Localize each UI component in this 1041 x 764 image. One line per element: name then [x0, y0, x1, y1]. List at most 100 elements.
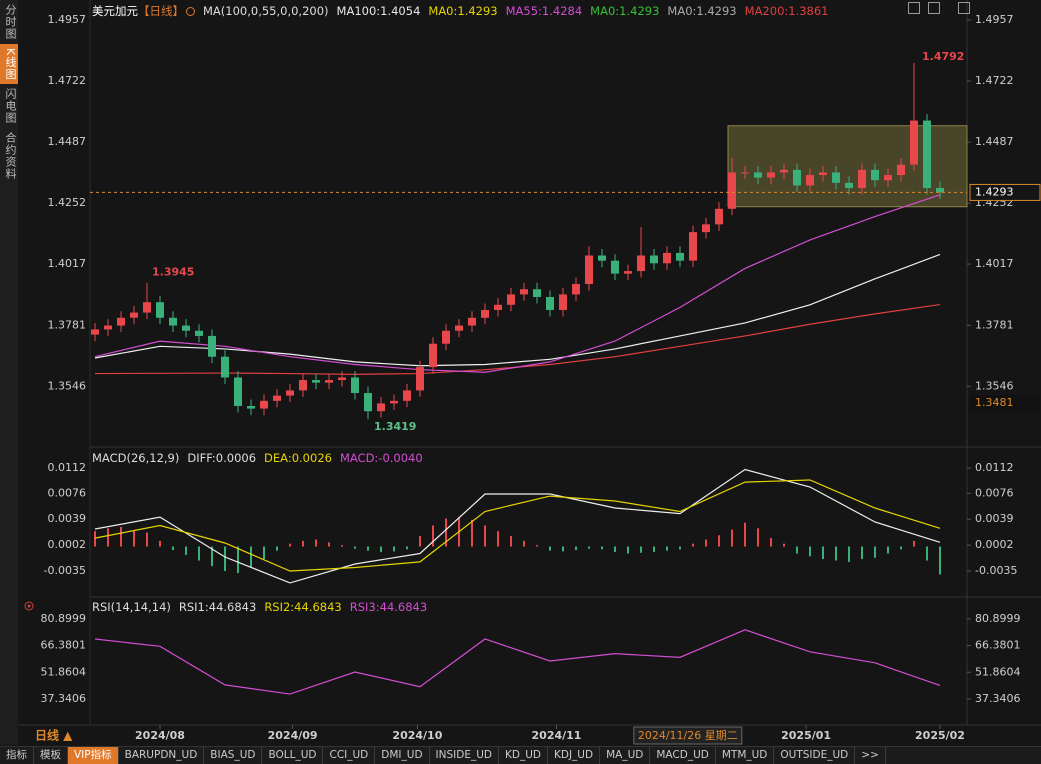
- y-tick-label: 51.8604: [975, 665, 1021, 678]
- window-icon[interactable]: [958, 2, 970, 14]
- macd-bar: [94, 531, 96, 547]
- y-tick-label: 1.3546: [48, 379, 87, 392]
- candle-body: [546, 297, 554, 310]
- candle-body: [871, 169, 879, 181]
- toolbar-tab[interactable]: CCI_UD: [323, 747, 376, 764]
- x-tick-label: 2025/01: [781, 729, 831, 742]
- candle-body: [676, 252, 684, 261]
- candle-body: [520, 289, 528, 295]
- macd-bar: [601, 546, 603, 550]
- macd-bar: [354, 546, 356, 549]
- candle-body: [494, 304, 502, 310]
- cursor-label: 2024/11/26 星期二: [638, 729, 738, 742]
- candle-body: [221, 356, 229, 378]
- toolbar-tab[interactable]: INSIDE_UD: [430, 747, 499, 764]
- candle-body: [195, 330, 203, 336]
- macd-bar: [380, 546, 382, 553]
- y-tick-label: 1.4017: [48, 257, 87, 270]
- macd-bar: [666, 546, 668, 551]
- legend-item: MA200:1.3861: [744, 4, 829, 18]
- window-icon[interactable]: [908, 2, 920, 14]
- candle-body: [689, 232, 697, 261]
- candle-body: [533, 289, 541, 298]
- macd-bar: [887, 546, 889, 554]
- chart: 1.4957 1.4957 1.4722 1.4722 1.4487 1.4487 1.42…: [18, 0, 1041, 745]
- macd-bar: [900, 546, 902, 550]
- candle-body: [793, 169, 801, 186]
- y-tick-label: 1.4487: [975, 135, 1014, 148]
- side-tab[interactable]: 合约资料: [4, 132, 17, 181]
- side-tab[interactable]: K线图: [0, 44, 18, 85]
- candle-body: [351, 377, 359, 394]
- candle-body: [754, 172, 762, 178]
- macd-bar: [848, 546, 850, 562]
- cursor-box: [633, 726, 743, 745]
- toolbar-tab[interactable]: MTM_UD: [716, 747, 775, 764]
- y-tick-label: 1.4017: [975, 257, 1014, 270]
- candle-body: [650, 255, 658, 264]
- macd-bar: [302, 540, 304, 547]
- low-label: 1.3419: [374, 420, 416, 433]
- y-tick-label: 0.0002: [48, 538, 87, 551]
- macd-bar: [796, 546, 798, 554]
- macd-bar: [770, 538, 772, 547]
- macd-bar: [120, 526, 122, 547]
- macd-bar: [393, 546, 395, 552]
- candle-body: [468, 317, 476, 326]
- macd-bar: [406, 546, 408, 550]
- macd-bar: [328, 542, 330, 547]
- toolbar-tab[interactable]: DMI_UD: [375, 747, 430, 764]
- side-tab[interactable]: 分时图: [4, 4, 17, 40]
- y-tick-label: 80.8999: [975, 612, 1021, 625]
- y-tick-label: 1.4957: [48, 13, 87, 26]
- macd-bar: [926, 546, 928, 561]
- macd-bar: [237, 546, 239, 574]
- side-tab[interactable]: 闪电图: [4, 88, 17, 125]
- y-tick-label: 0.0076: [48, 486, 87, 499]
- toolbar-tab[interactable]: OUTSIDE_UD: [774, 747, 856, 764]
- macd-bar: [146, 532, 148, 547]
- macd-bar: [835, 546, 837, 561]
- add-icon[interactable]: [186, 6, 195, 16]
- candle-body: [429, 343, 437, 368]
- legend-item: RSI2:44.6843: [264, 600, 342, 614]
- period: 【日线】: [138, 4, 184, 18]
- macd-bar: [484, 525, 486, 547]
- macd-bar: [107, 528, 109, 547]
- toolbar-tab[interactable]: BIAS_UD: [204, 747, 263, 764]
- y-tick-label: 1.4252: [48, 196, 87, 209]
- legend-item: MA0:1.4293: [428, 4, 498, 18]
- candle-body: [338, 377, 346, 381]
- toolbar-tab[interactable]: KDJ_UD: [548, 747, 601, 764]
- candle-body: [273, 395, 281, 401]
- candle-body: [286, 390, 294, 396]
- legend-item: MA0:1.4293: [590, 4, 660, 18]
- rsi-title: RSI(14,14,14): [92, 600, 171, 614]
- toolbar-tab[interactable]: MA_UD: [600, 747, 651, 764]
- macd-bar: [159, 540, 161, 547]
- rsi-legend: RSI(14,14,14) RSI1:44.6843 RSI2:44.6843 RS…: [92, 600, 427, 614]
- rsi-icon: [24, 601, 34, 611]
- toolbar-tab[interactable]: >>: [855, 747, 886, 764]
- toolbar-tab[interactable]: 模板: [34, 747, 68, 764]
- candle-body: [637, 255, 645, 272]
- high-label: 1.4792: [922, 50, 964, 63]
- y-tick-label: 80.8999: [41, 612, 87, 625]
- candle-body: [299, 380, 307, 391]
- toolbar-tab[interactable]: KD_UD: [499, 747, 548, 764]
- toolbar-tab[interactable]: VIP指标: [68, 747, 119, 764]
- macd-bar: [757, 528, 759, 547]
- toolbar-tab[interactable]: BOLL_UD: [262, 747, 324, 764]
- toolbar-tab[interactable]: 指标: [0, 747, 34, 764]
- x-tick-label: 2024/08: [135, 729, 185, 742]
- toolbar-tab[interactable]: BARUPDN_UD: [119, 747, 205, 764]
- rsi-icon: [27, 604, 31, 608]
- candle-body: [156, 302, 164, 318]
- toolbar-tab[interactable]: MACD_UD: [650, 747, 716, 764]
- window-icon[interactable]: [928, 2, 940, 14]
- candle-body: [91, 329, 99, 335]
- macd-bar: [575, 546, 577, 550]
- y-tick-label: 37.3406: [41, 692, 87, 705]
- toolbar: 指标 模板 VIP指标 BARUPDN_UD BIAS_UD BOLL_UD CCI_UD D…: [0, 746, 1041, 764]
- macd-bar: [640, 546, 642, 553]
